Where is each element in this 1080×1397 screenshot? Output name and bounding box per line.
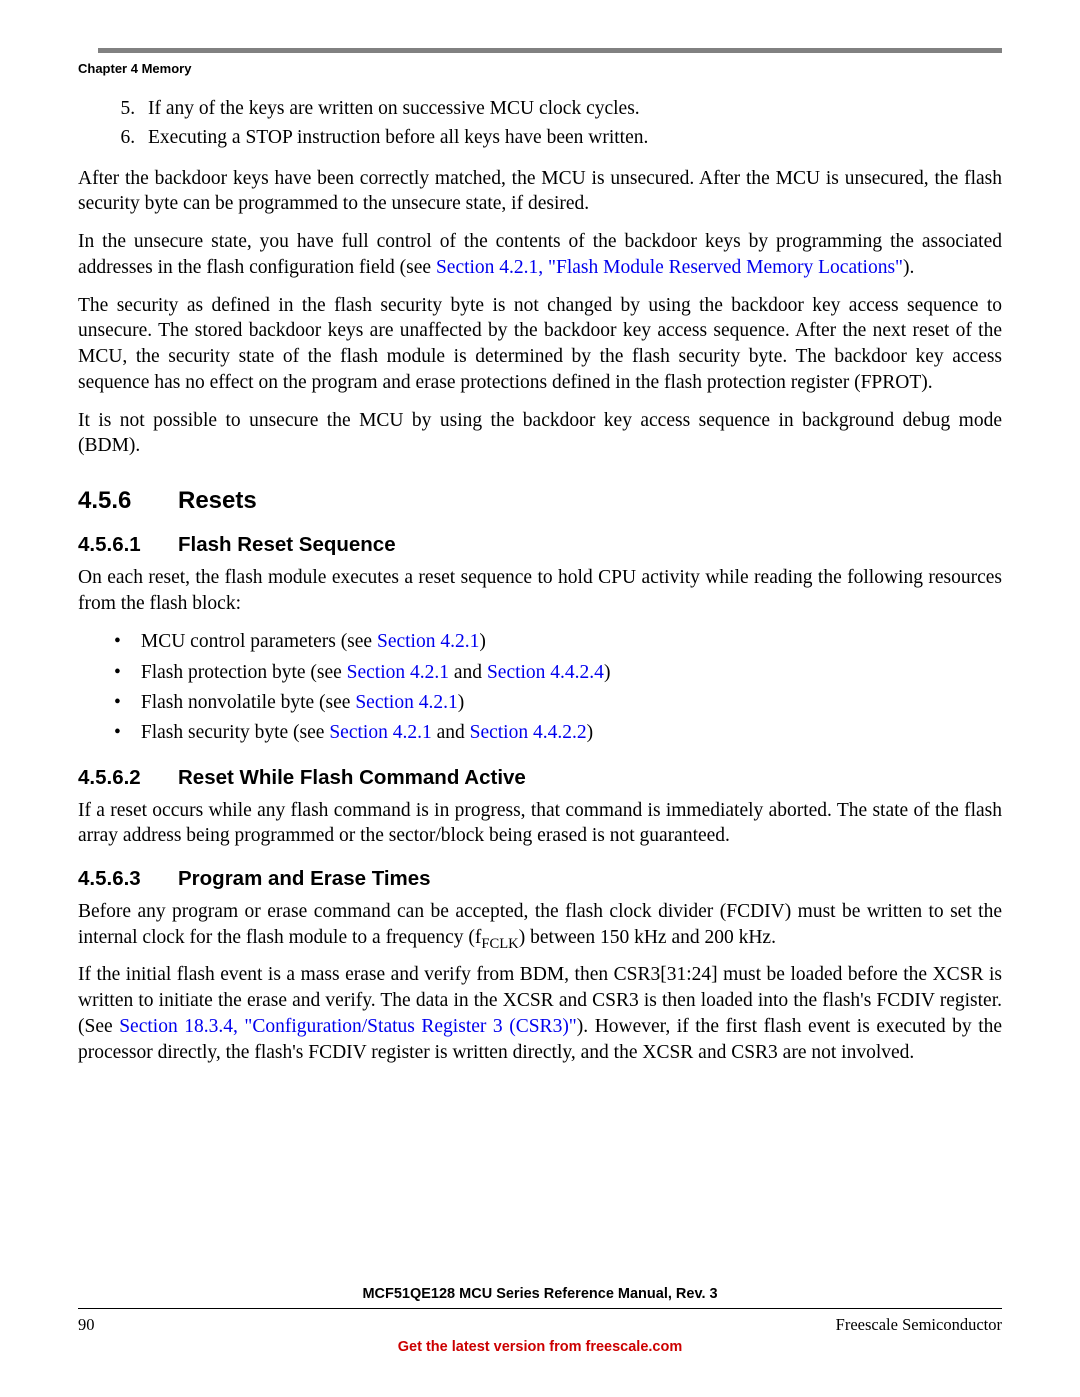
paragraph: Before any program or erase command can … bbox=[78, 899, 1002, 950]
cross-reference-link[interactable]: Section 18.3.4, "Configuration/Status Re… bbox=[119, 1016, 577, 1037]
list-item: Flash nonvolatile byte (see Section 4.2.… bbox=[136, 689, 1002, 717]
cross-reference-link[interactable]: Section 4.2.1 bbox=[377, 631, 479, 652]
paragraph: On each reset, the flash module executes… bbox=[78, 565, 1002, 616]
cross-reference-link[interactable]: Section 4.4.2.4 bbox=[487, 662, 604, 683]
page-number: 90 bbox=[78, 1315, 95, 1335]
text: Flash nonvolatile byte (see bbox=[141, 692, 355, 713]
text: Flash security byte (see bbox=[141, 722, 329, 743]
subsection-title: Reset While Flash Command Active bbox=[178, 766, 526, 789]
subscript: FCLK bbox=[481, 936, 518, 952]
subsection-heading: 4.5.6.2Reset While Flash Command Active bbox=[78, 766, 1002, 790]
paragraph: If the initial flash event is a mass era… bbox=[78, 962, 1002, 1065]
subsection-heading: 4.5.6.3Program and Erase Times bbox=[78, 867, 1002, 891]
subsection-title: Program and Erase Times bbox=[178, 867, 431, 890]
cross-reference-link[interactable]: Section 4.2.1 bbox=[329, 722, 431, 743]
footer-rule bbox=[78, 1308, 1002, 1309]
text: ) between 150 kHz and 200 kHz. bbox=[519, 927, 776, 948]
text: ) bbox=[587, 722, 594, 743]
text: MCU control parameters (see bbox=[141, 631, 377, 652]
paragraph: After the backdoor keys have been correc… bbox=[78, 166, 1002, 217]
page-footer: MCF51QE128 MCU Series Reference Manual, … bbox=[78, 1286, 1002, 1355]
section-heading: 4.5.6Resets bbox=[78, 487, 1002, 515]
text: ) bbox=[604, 662, 611, 683]
list-item: MCU control parameters (see Section 4.2.… bbox=[136, 628, 1002, 656]
subsection-title: Flash Reset Sequence bbox=[178, 533, 396, 556]
text: ) bbox=[479, 631, 486, 652]
header-rule bbox=[98, 48, 1002, 53]
subsection-number: 4.5.6.3 bbox=[78, 867, 178, 891]
text: Flash protection byte (see bbox=[141, 662, 347, 683]
subsection-number: 4.5.6.2 bbox=[78, 766, 178, 790]
text: ). bbox=[903, 257, 914, 278]
text: and bbox=[432, 722, 470, 743]
list-item: Executing a STOP instruction before all … bbox=[140, 125, 1002, 151]
footer-download-link[interactable]: Get the latest version from freescale.co… bbox=[78, 1339, 1002, 1355]
list-item: If any of the keys are written on succes… bbox=[140, 96, 1002, 122]
cross-reference-link[interactable]: Section 4.2.1 bbox=[347, 662, 449, 683]
section-number: 4.5.6 bbox=[78, 487, 178, 515]
subsection-heading: 4.5.6.1Flash Reset Sequence bbox=[78, 533, 1002, 557]
footer-doc-title: MCF51QE128 MCU Series Reference Manual, … bbox=[78, 1286, 1002, 1302]
cross-reference-link[interactable]: Section 4.2.1, "Flash Module Reserved Me… bbox=[436, 257, 903, 278]
footer-company: Freescale Semiconductor bbox=[836, 1315, 1002, 1335]
paragraph: The security as defined in the flash sec… bbox=[78, 293, 1002, 396]
list-item: Flash protection byte (see Section 4.2.1… bbox=[136, 659, 1002, 687]
section-title: Resets bbox=[178, 487, 257, 514]
numbered-list: If any of the keys are written on succes… bbox=[78, 96, 1002, 152]
text: ) bbox=[458, 692, 465, 713]
cross-reference-link[interactable]: Section 4.2.1 bbox=[355, 692, 457, 713]
chapter-header: Chapter 4 Memory bbox=[78, 61, 1002, 76]
paragraph: In the unsecure state, you have full con… bbox=[78, 229, 1002, 280]
paragraph: It is not possible to unsecure the MCU b… bbox=[78, 408, 1002, 459]
bullet-list: MCU control parameters (see Section 4.2.… bbox=[78, 628, 1002, 747]
paragraph: If a reset occurs while any flash comman… bbox=[78, 798, 1002, 849]
text: and bbox=[449, 662, 487, 683]
subsection-number: 4.5.6.1 bbox=[78, 533, 178, 557]
page: Chapter 4 Memory If any of the keys are … bbox=[0, 0, 1080, 1397]
cross-reference-link[interactable]: Section 4.4.2.2 bbox=[470, 722, 587, 743]
list-item: Flash security byte (see Section 4.2.1 a… bbox=[136, 719, 1002, 747]
footer-row: 90 Freescale Semiconductor bbox=[78, 1315, 1002, 1335]
